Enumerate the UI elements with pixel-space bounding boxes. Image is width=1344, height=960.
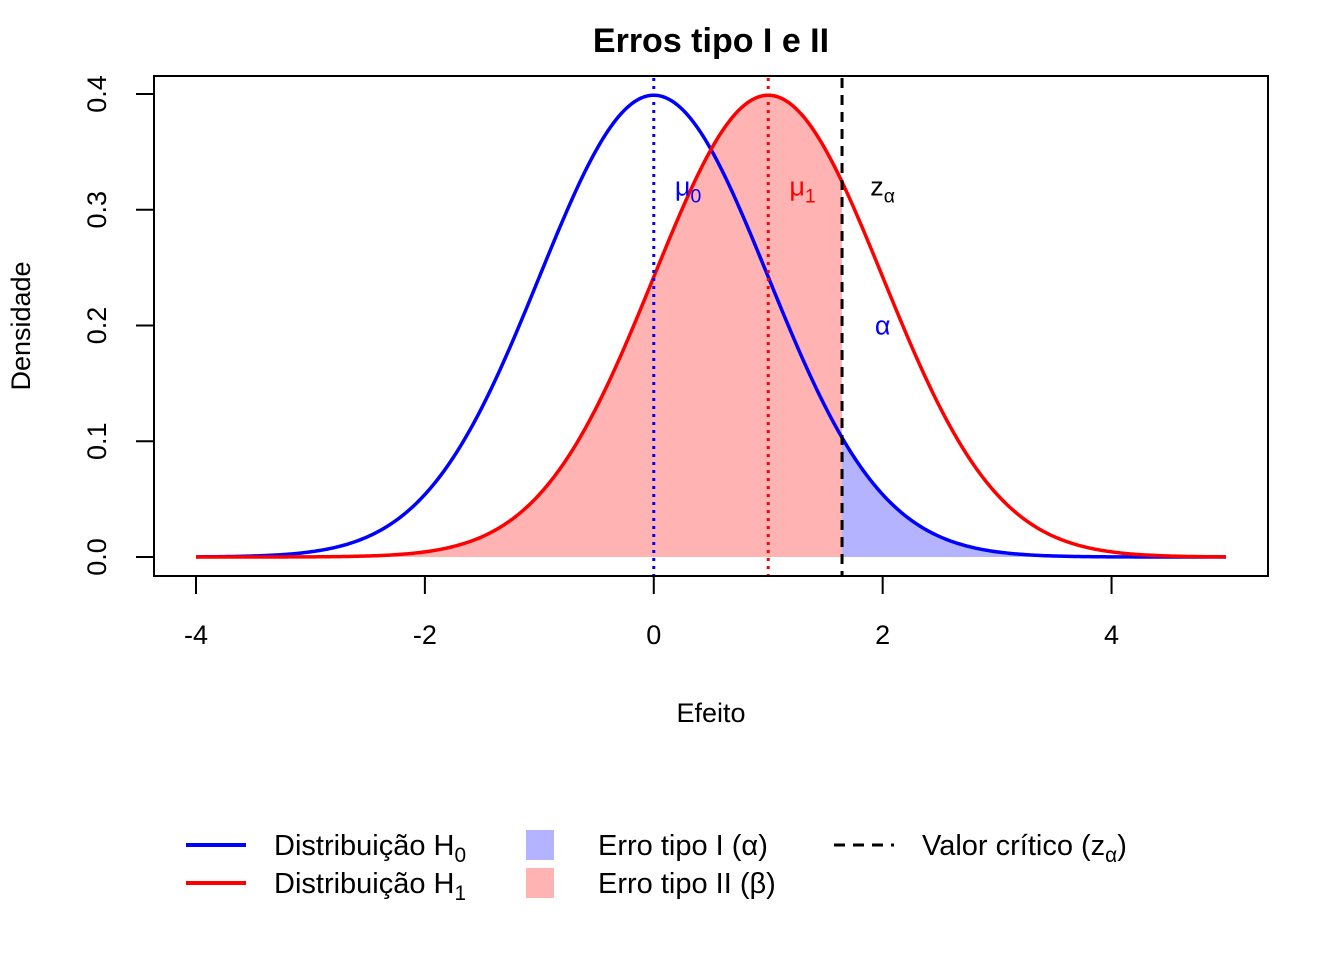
y-tick-label: 0.1 <box>82 422 112 460</box>
y-tick-label: 0.0 <box>82 538 112 576</box>
y-tick-label: 0.3 <box>82 191 112 229</box>
shaded-region-type-2-error <box>196 95 843 557</box>
plot-area <box>195 78 1227 575</box>
legend-box-swatch <box>526 830 554 860</box>
legend-label: Distribuição H0 <box>274 830 466 867</box>
legend-item: Distribuição H0 <box>186 830 466 867</box>
legend-label: Erro tipo I (α) <box>598 830 768 862</box>
y-tick-label: 0.4 <box>82 75 112 113</box>
annotation-alpha: α <box>875 311 891 341</box>
legend-box-swatch <box>526 868 554 898</box>
chart-title: Erros tipo I e II <box>593 22 829 60</box>
annotation-z-alpha: zα <box>870 172 895 208</box>
annotation-mu0: μ0 <box>675 172 702 208</box>
x-tick-label: 0 <box>646 620 661 650</box>
x-axis: -4 -2 0 2 4 <box>184 575 1119 650</box>
curve-h1 <box>196 93 1227 559</box>
legend-item: Distribuição H1 <box>186 868 466 905</box>
annotations: μ0 μ1 zα α <box>675 172 895 341</box>
legend-item: Erro tipo I (α) <box>526 830 768 862</box>
x-tick-label: -2 <box>413 620 437 650</box>
x-tick-label: 2 <box>875 620 890 650</box>
legend-label: Distribuição H1 <box>274 868 466 905</box>
shaded-region-type-1-error <box>842 437 1226 557</box>
y-axis: 0.0 0.1 0.2 0.3 0.4 <box>82 75 155 576</box>
annotation-mu1: μ1 <box>789 172 815 208</box>
y-tick-label: 0.2 <box>82 307 112 345</box>
legend-label: Valor crítico (zα) <box>922 830 1127 867</box>
y-axis-title: Densidade <box>6 261 36 390</box>
legend-item: Valor crítico (zα) <box>834 830 1127 867</box>
legend-item: Erro tipo II (β) <box>526 868 776 900</box>
legend-label: Erro tipo II (β) <box>598 868 776 900</box>
x-tick-label: 4 <box>1104 620 1119 650</box>
x-tick-label: -4 <box>184 620 208 650</box>
x-axis-title: Efeito <box>676 698 745 728</box>
